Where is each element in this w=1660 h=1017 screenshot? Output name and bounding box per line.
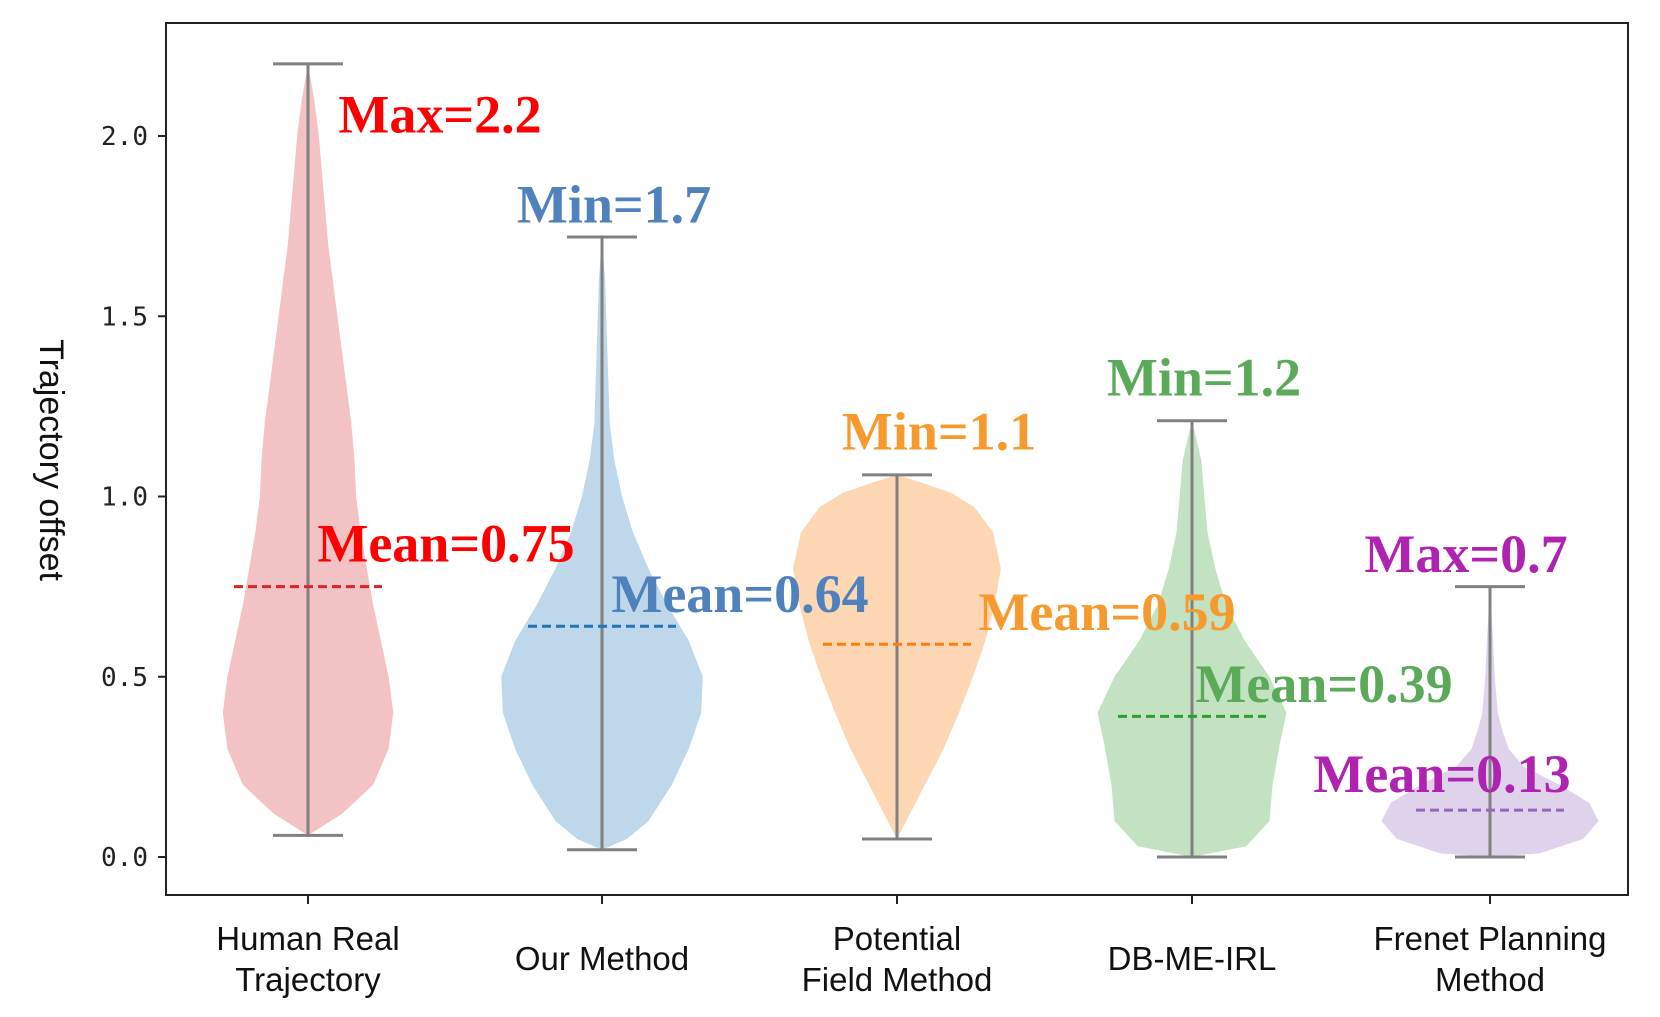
y-tick-label-3: 1.5 (101, 302, 148, 332)
x-category-label-0-0: Human Real (216, 920, 399, 957)
x-category-label-4-0: Frenet Planning (1374, 920, 1607, 957)
annotation-0-1: Mean=0.75 (317, 513, 574, 573)
y-axis-ticks: 0.0 0.5 1.0 1.5 2.0 (101, 122, 166, 873)
annotation-4-1: Mean=0.13 (1313, 744, 1570, 804)
annotation-0-0: Max=2.2 (338, 84, 541, 144)
annotation-1-0: Min=1.7 (517, 174, 711, 234)
y-tick-label-2: 1.0 (101, 483, 148, 513)
mean-lines-layer (234, 585, 1564, 812)
x-category-label-1-0: Our Method (515, 940, 689, 977)
annotation-2-0: Min=1.1 (842, 402, 1036, 462)
y-tick-label-4: 2.0 (101, 122, 148, 152)
x-category-label-0-1: Trajectory (235, 961, 381, 998)
annotations-layer: Max=2.2 Mean=0.75 Min=1.7 Mean=0.64 Min=1.1 M… (317, 84, 1570, 804)
x-axis-ticks: Human Real Trajectory Our Method Potential F… (216, 895, 1606, 998)
annotation-3-0: Min=1.2 (1107, 348, 1301, 408)
x-category-label-2-0: Potential (833, 920, 961, 957)
x-category-label-4-1: Method (1435, 961, 1545, 998)
annotation-2-1: Mean=0.59 (978, 582, 1235, 642)
annotation-1-1: Mean=0.64 (611, 564, 868, 624)
whiskers-layer (273, 62, 1525, 859)
annotation-4-0: Max=0.7 (1364, 524, 1567, 584)
y-tick-label-0: 0.0 (101, 843, 148, 873)
x-category-label-2-1: Field Method (802, 961, 993, 998)
y-axis-title: Trajectory offset (32, 339, 70, 581)
y-tick-label-1: 0.5 (101, 663, 148, 693)
x-category-label-3-0: DB-ME-IRL (1108, 940, 1277, 977)
annotation-3-1: Mean=0.39 (1195, 654, 1452, 714)
